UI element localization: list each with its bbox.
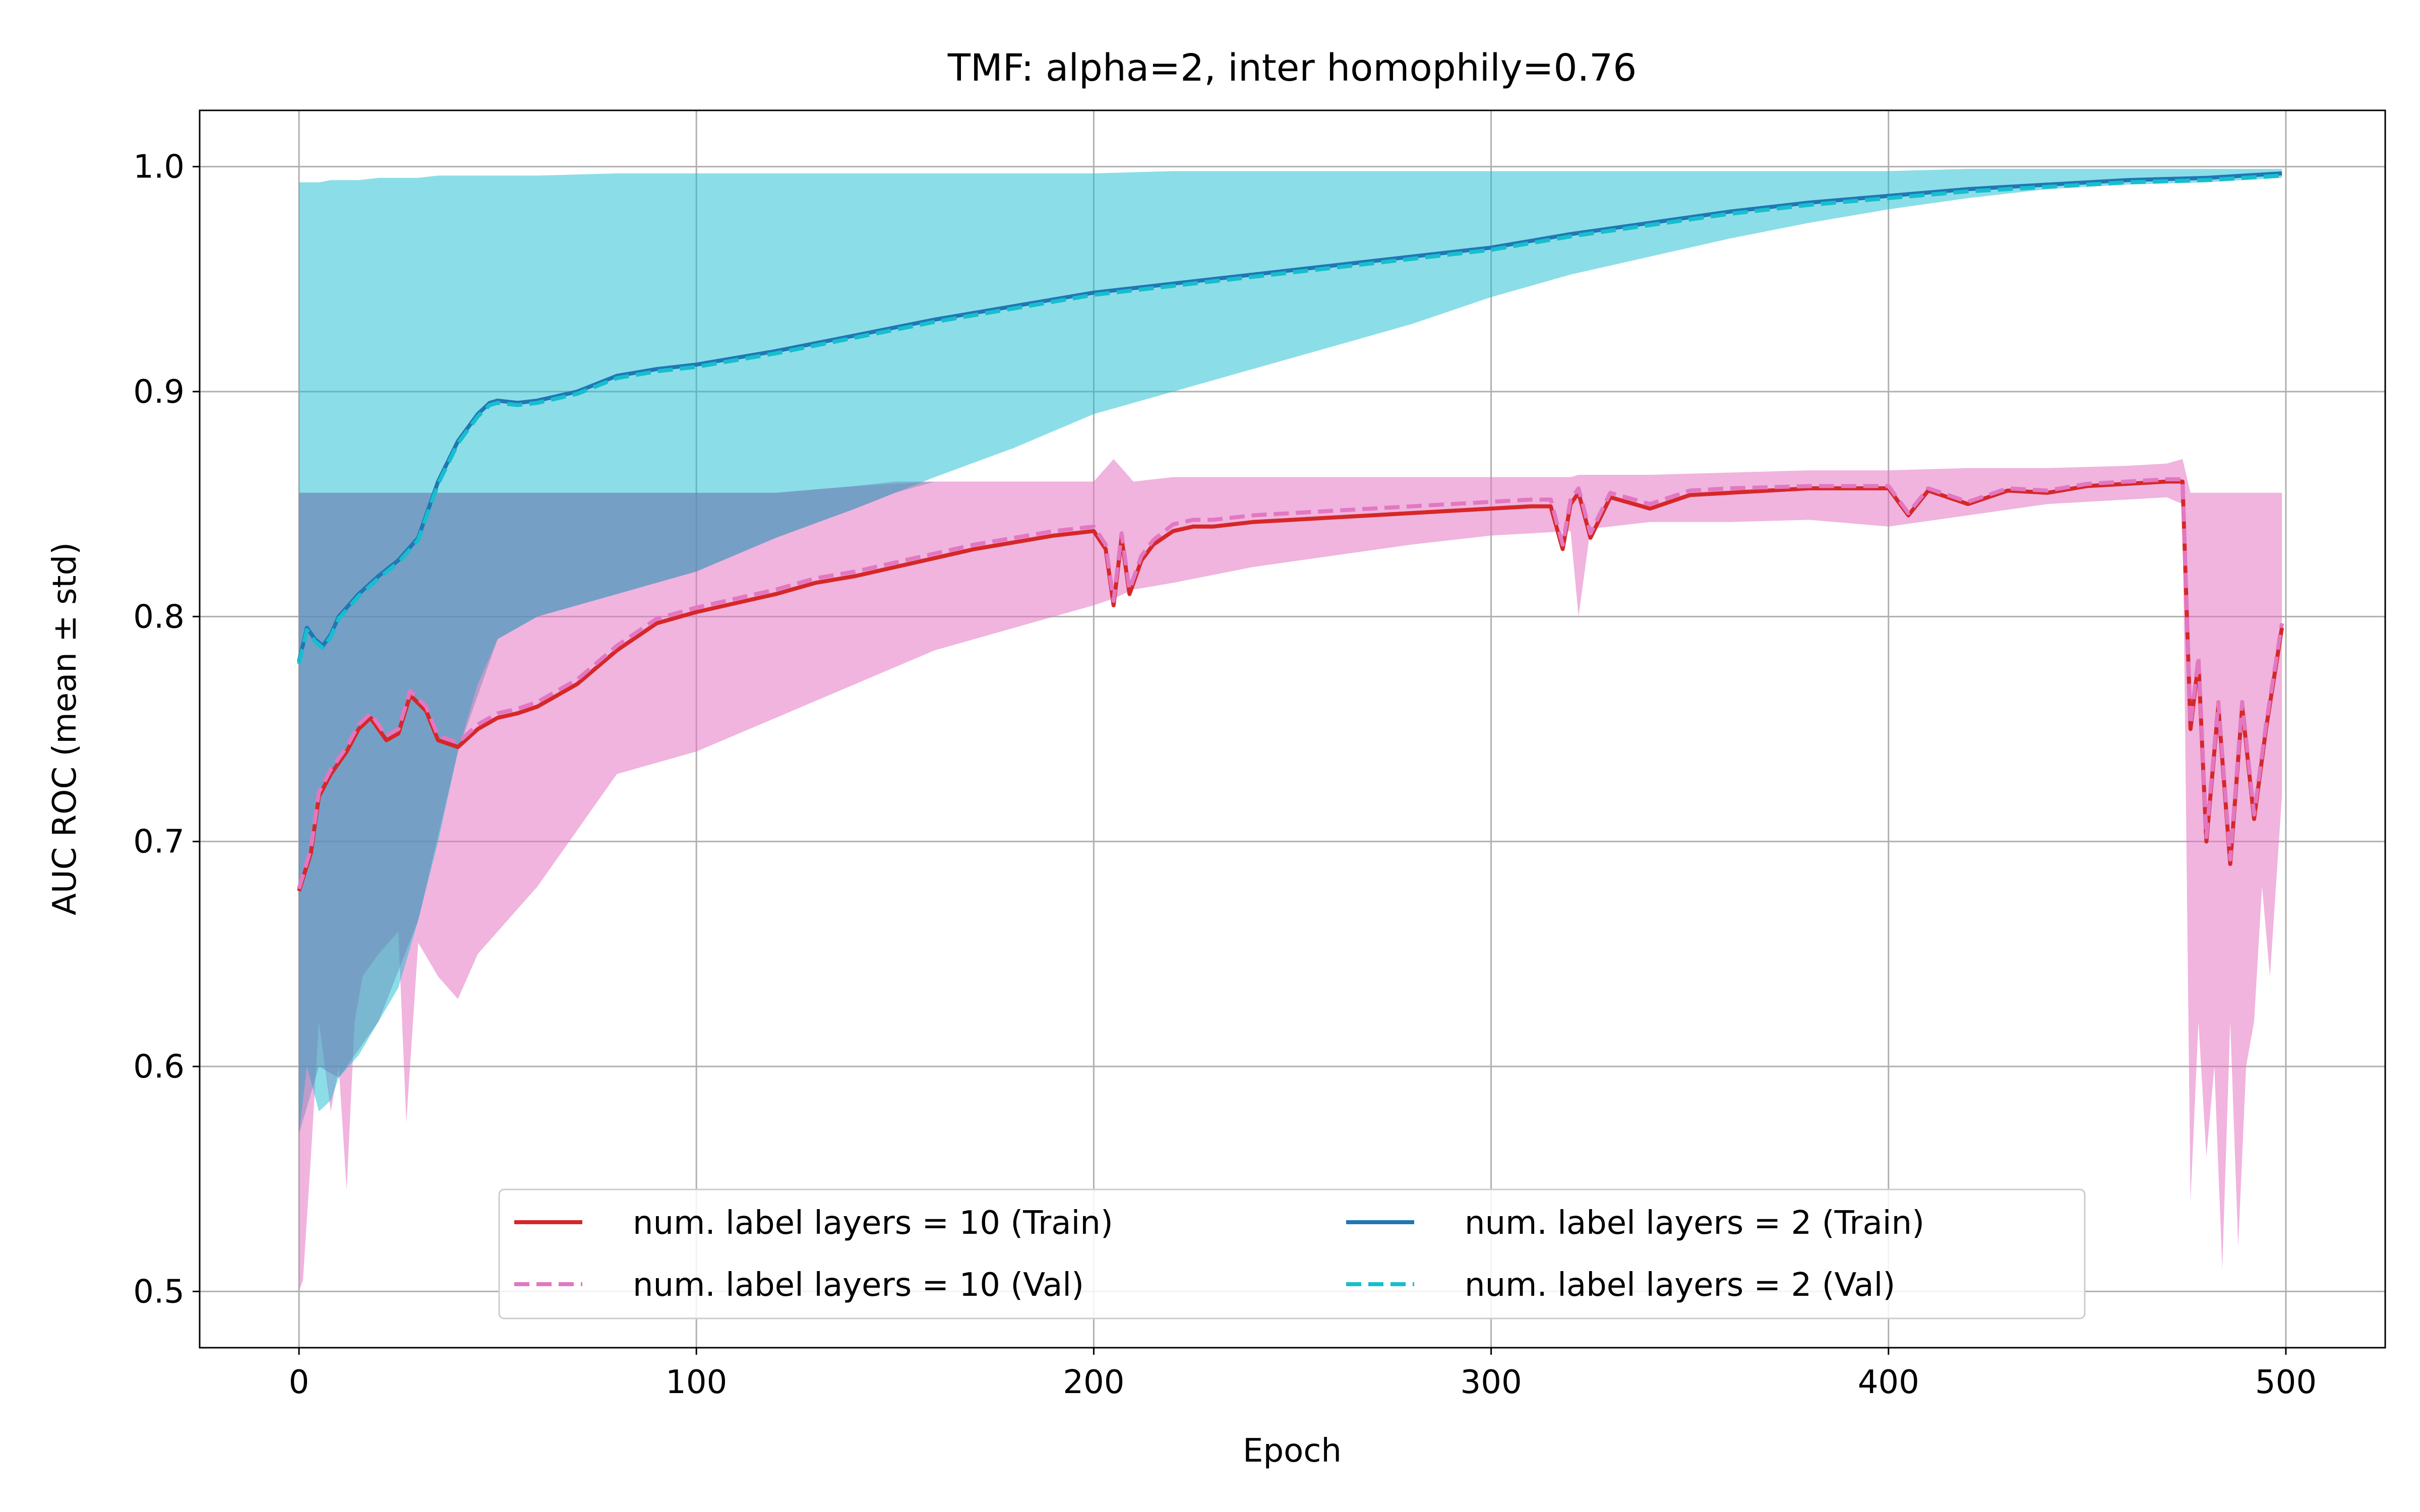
y-tick-label: 1.0 [133, 149, 185, 186]
y-tick-label: 0.5 [133, 1273, 185, 1310]
x-tick-label: 100 [666, 1364, 727, 1401]
series-lines [297, 171, 2284, 892]
y-tick-label: 0.7 [133, 824, 185, 861]
legend-box [498, 1188, 2086, 1319]
std-bands [299, 169, 2282, 1292]
y-tick-label: 0.9 [133, 373, 185, 411]
x-tick-label: 400 [1858, 1364, 1919, 1401]
x-axis-ticks: 0 100 200 300 400 500 [289, 1348, 2317, 1401]
y-axis-ticks: 0.5 0.6 0.7 0.8 0.9 1.0 [133, 149, 200, 1310]
x-tick-label: 300 [1461, 1364, 1522, 1401]
legend-label-val-10: num. label layers = 10 (Val) [633, 1267, 1084, 1304]
series-line-0 [297, 479, 2284, 892]
y-axis-label: AUC ROC (mean ± std) [46, 542, 84, 915]
y-tick-label: 0.6 [133, 1048, 185, 1086]
y-tick-label: 0.8 [133, 598, 185, 636]
chart-title: TMF: alpha=2, inter homophily=0.76 [947, 46, 1637, 90]
std-band-2 [299, 481, 935, 1134]
x-tick-label: 500 [2255, 1364, 2317, 1401]
legend-label-train-10: num. label layers = 10 (Train) [633, 1205, 1113, 1242]
legend: num. label layers = 10 (Train) num. labe… [498, 1188, 2086, 1319]
series-line-1 [297, 477, 2284, 890]
series-line-3 [297, 173, 2282, 665]
x-tick-label: 200 [1063, 1364, 1124, 1401]
std-band-0 [299, 459, 2282, 1292]
x-axis-label: Epoch [1243, 1432, 1342, 1470]
legend-label-train-2: num. label layers = 2 (Train) [1465, 1205, 1924, 1242]
plot-frame [199, 109, 2386, 1349]
legend-label-val-2: num. label layers = 2 (Val) [1465, 1267, 1895, 1304]
std-band-1 [299, 169, 2282, 1135]
x-tick-label: 0 [289, 1364, 310, 1401]
